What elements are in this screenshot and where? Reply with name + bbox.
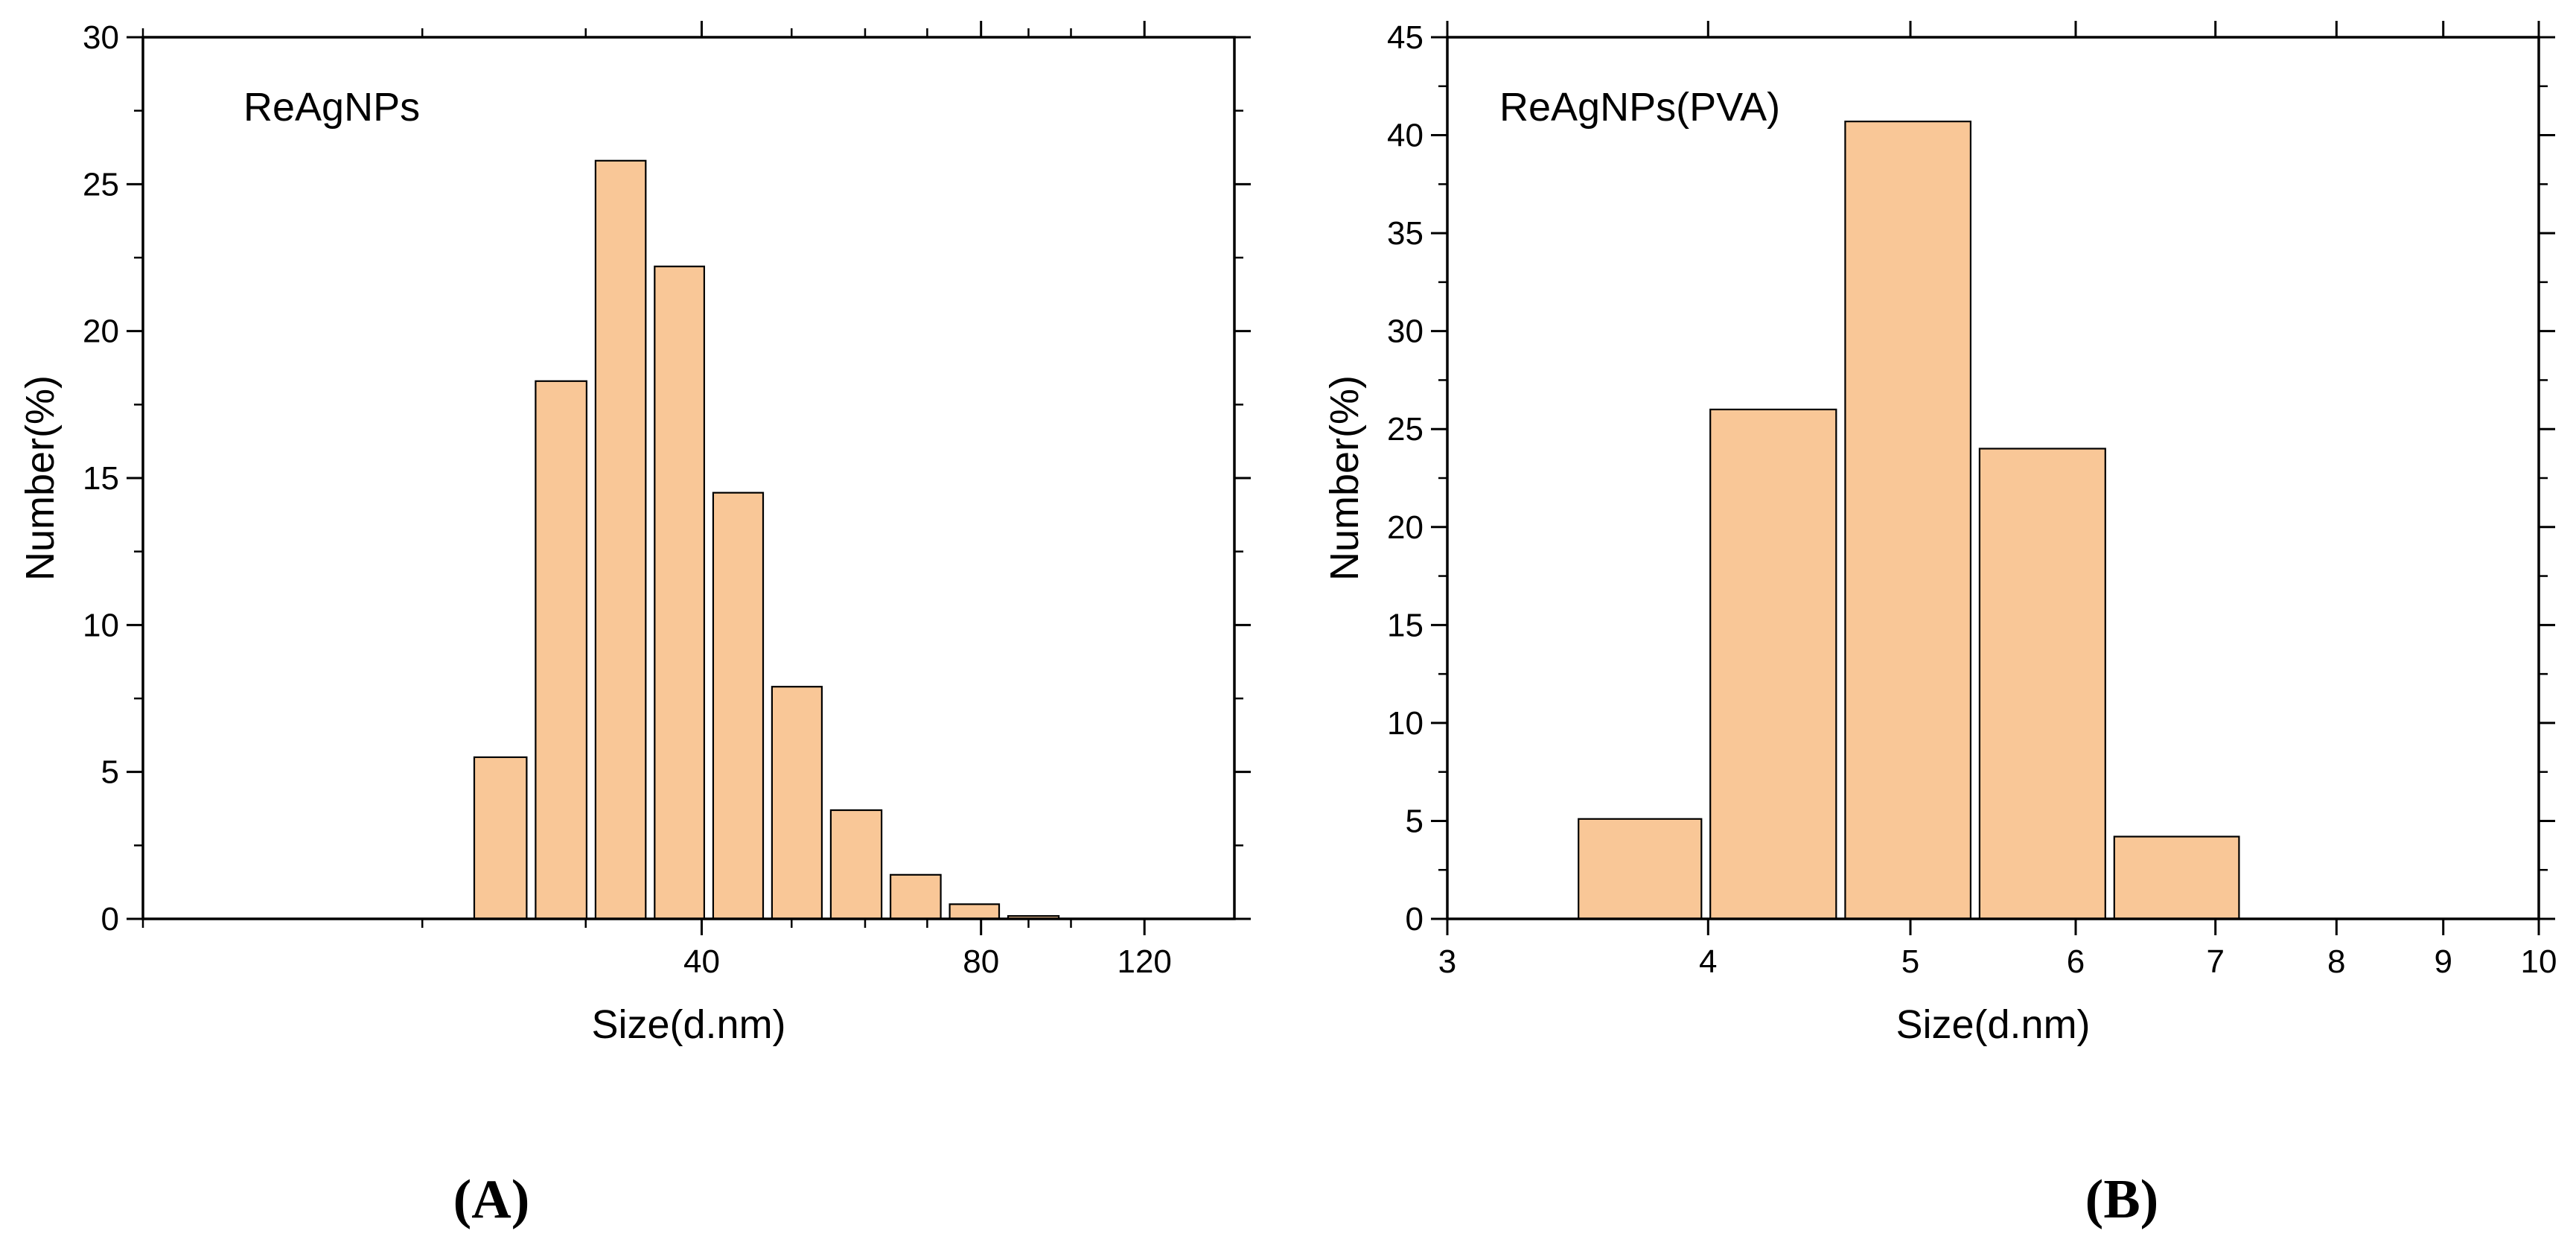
y-tick-label: 30	[1387, 313, 1424, 350]
bar	[771, 686, 823, 920]
x-axis-label: Size(d.nm)	[591, 1002, 785, 1047]
y-tick-label: 40	[1387, 118, 1424, 154]
y-tick-label: 10	[83, 607, 119, 643]
y-tick-label: 35	[1387, 215, 1424, 252]
y-tick-label: 15	[1387, 607, 1424, 643]
bar	[654, 265, 705, 920]
bar	[2113, 835, 2240, 920]
y-tick-label: 5	[1406, 803, 1424, 839]
x-tick-label: 120	[1117, 943, 1171, 980]
y-tick-label: 25	[1387, 411, 1424, 448]
x-tick-label: 6	[2067, 943, 2085, 980]
x-tick-label: 80	[963, 943, 999, 980]
bar	[1844, 121, 1971, 920]
y-tick-label: 0	[1406, 901, 1424, 937]
bar	[594, 159, 647, 920]
y-tick-label: 5	[101, 754, 119, 791]
bar	[535, 380, 588, 920]
y-tick-label: 0	[101, 901, 119, 937]
bar	[889, 873, 942, 920]
y-axis-label: Number(%)	[1322, 375, 1367, 581]
bar	[1709, 408, 1837, 920]
y-tick-label: 25	[83, 166, 119, 203]
panel-label-a: (A)	[453, 1169, 530, 1230]
x-tick-label: 4	[1699, 943, 1717, 980]
x-tick-label: 3	[1438, 943, 1456, 980]
x-tick-label: 40	[683, 943, 720, 980]
y-tick-label: 10	[1387, 705, 1424, 742]
bar	[473, 756, 528, 920]
x-tick-label: 8	[2327, 943, 2345, 980]
x-axis-label: Size(d.nm)	[1896, 1002, 2090, 1047]
y-tick-label: 20	[83, 313, 119, 350]
sample-label: ReAgNPs	[243, 85, 420, 130]
chart-a: 0 5 10 15 20 25 30 40 80 120 Size(d.nm) Number(%) Re…	[18, 19, 1251, 1047]
x-tick-label: 9	[2434, 943, 2452, 980]
y-tick-label: 45	[1387, 19, 1424, 56]
y-axis-label: Number(%)	[18, 375, 63, 581]
x-tick-label: 5	[1901, 943, 1919, 980]
bar	[712, 491, 765, 920]
y-tick-label: 15	[83, 460, 119, 497]
sample-label: ReAgNPs(PVA)	[1499, 85, 1780, 130]
y-tick-label: 30	[83, 19, 119, 56]
bar	[949, 903, 1001, 920]
panel-label-b: (B)	[2085, 1169, 2159, 1230]
y-tick-label: 20	[1387, 509, 1424, 546]
x-tick-label: 7	[2206, 943, 2224, 980]
bar	[1578, 818, 1703, 920]
x-tick-label: 10	[2521, 943, 2557, 980]
bar	[829, 809, 883, 920]
bar	[1978, 448, 2106, 920]
